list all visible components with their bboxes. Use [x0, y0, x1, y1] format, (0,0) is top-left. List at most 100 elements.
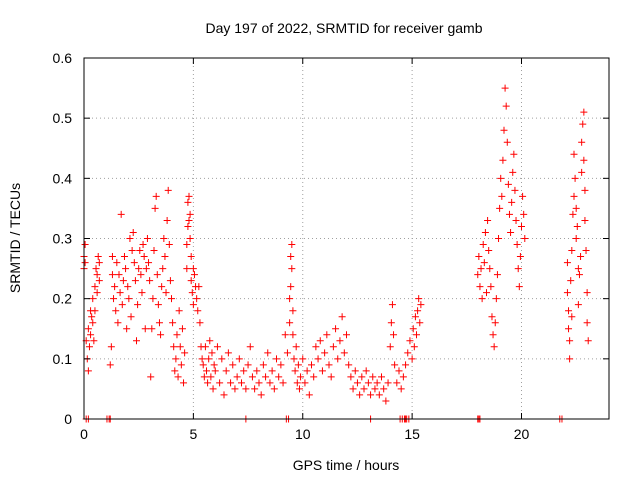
data-point: [414, 307, 422, 315]
data-point: [325, 361, 333, 369]
data-point: [151, 204, 159, 212]
data-point: [521, 235, 529, 242]
data-point: [295, 385, 303, 393]
data-point: [490, 343, 498, 351]
data-point: [575, 271, 583, 279]
data-point: [288, 265, 296, 273]
data-point: [507, 228, 515, 236]
data-point: [286, 295, 294, 303]
data-point: [477, 265, 485, 273]
data-point: [130, 259, 138, 267]
data-point: [92, 265, 100, 273]
data-point: [189, 301, 197, 309]
data-point: [486, 265, 494, 273]
data-point: [277, 361, 285, 369]
data-point: [145, 259, 153, 267]
y-tick-label: 0.5: [53, 110, 73, 126]
x-tick-label: 15: [404, 426, 420, 442]
data-point: [125, 295, 133, 303]
y-tick-label: 0.6: [53, 50, 73, 66]
data-point: [371, 385, 379, 393]
data-point: [485, 247, 493, 255]
data-point: [81, 241, 89, 249]
data-point: [563, 289, 571, 297]
data-point: [483, 289, 490, 297]
data-point: [189, 265, 197, 273]
data-point: [220, 391, 228, 399]
data-point: [110, 295, 118, 303]
data-point: [336, 337, 344, 345]
data-point: [177, 361, 185, 369]
data-point: [87, 331, 95, 339]
data-point: [408, 355, 416, 363]
data-point: [327, 373, 335, 381]
data-point: [240, 367, 248, 375]
data-point: [281, 331, 289, 339]
data-point: [95, 259, 103, 267]
data-point: [185, 216, 193, 224]
data-point: [329, 343, 337, 351]
data-point: [160, 235, 168, 242]
data-point: [200, 373, 208, 381]
data-point: [288, 241, 296, 249]
data-point: [567, 277, 575, 285]
data-point: [380, 385, 388, 393]
data-point: [386, 343, 394, 351]
data-point: [137, 271, 145, 279]
data-point: [133, 337, 140, 345]
data-point: [393, 379, 401, 387]
data-point: [255, 379, 263, 387]
data-point: [416, 319, 424, 327]
data-point: [213, 343, 221, 351]
data-point: [404, 349, 412, 357]
data-point: [186, 210, 194, 218]
data-point: [373, 379, 381, 387]
data-point: [382, 397, 390, 405]
data-point: [487, 283, 495, 291]
data-point: [115, 271, 123, 279]
data-point: [262, 373, 270, 381]
data-point: [572, 204, 580, 212]
data-point: [579, 120, 587, 128]
data-point: [113, 259, 121, 267]
data-point: [395, 367, 403, 375]
data-point: [478, 295, 486, 303]
data-point: [353, 379, 361, 387]
x-tick-label: 5: [189, 426, 197, 442]
data-point: [93, 271, 101, 279]
data-point: [172, 355, 180, 363]
data-point: [574, 265, 582, 273]
data-point: [253, 367, 261, 375]
data-point: [106, 361, 114, 369]
y-tick-label: 0.2: [53, 291, 73, 307]
data-point: [222, 367, 230, 375]
chart-title: Day 197 of 2022, SRMTID for receiver gam…: [205, 20, 482, 36]
data-point: [515, 283, 523, 291]
data-point: [310, 373, 318, 381]
data-point: [415, 295, 423, 303]
data-point: [364, 379, 372, 387]
data-point: [123, 325, 131, 333]
y-axis-label: SRMTID / TECUs: [7, 183, 23, 293]
data-point: [148, 325, 156, 333]
data-point: [571, 174, 579, 182]
data-point: [279, 379, 287, 387]
data-point: [294, 361, 302, 369]
data-point: [287, 253, 295, 261]
data-point: [406, 337, 414, 345]
data-point: [91, 283, 99, 291]
data-point: [91, 307, 99, 315]
data-point: [498, 192, 506, 200]
data-point: [193, 295, 201, 303]
data-point: [343, 331, 350, 339]
data-point: [185, 192, 193, 200]
data-point: [314, 355, 322, 363]
data-point: [143, 235, 151, 242]
data-point: [511, 186, 519, 194]
data-point: [292, 343, 300, 351]
data-point: [297, 373, 305, 381]
data-point: [195, 283, 203, 291]
data-point: [181, 349, 189, 357]
data-point: [136, 247, 144, 255]
